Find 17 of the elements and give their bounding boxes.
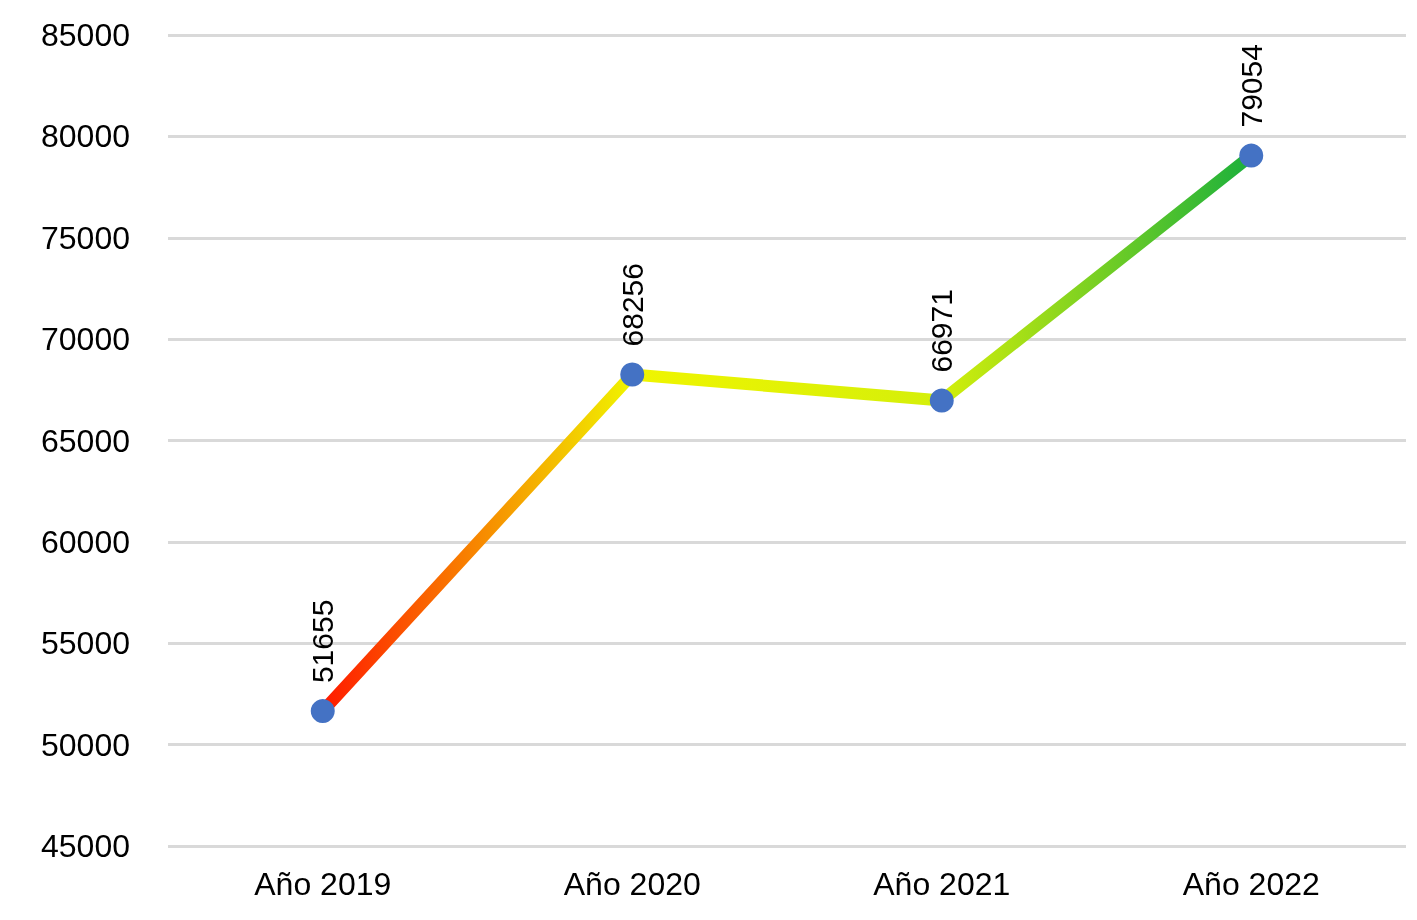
data-label: 79054	[1234, 44, 1268, 128]
y-tick-label: 75000	[41, 219, 130, 256]
y-tick-label: 70000	[41, 321, 130, 358]
data-label: 51655	[306, 599, 340, 684]
data-label: 66971	[925, 289, 959, 373]
data-label: 68256	[615, 263, 649, 347]
y-tick-label: 45000	[41, 828, 130, 864]
y-tick-label: 60000	[41, 523, 130, 560]
y-tick-label: 65000	[41, 422, 130, 459]
x-tick-label: Año 2019	[254, 866, 392, 902]
y-tick-label: 80000	[41, 118, 130, 155]
y-tick-label: 55000	[41, 625, 130, 662]
y-tick-label: 85000	[41, 17, 130, 53]
x-tick-label: Año 2022	[1182, 866, 1320, 902]
y-tick-label: 50000	[41, 726, 130, 763]
x-tick-label: Año 2021	[873, 866, 1011, 902]
x-tick-label: Año 2020	[563, 866, 701, 902]
